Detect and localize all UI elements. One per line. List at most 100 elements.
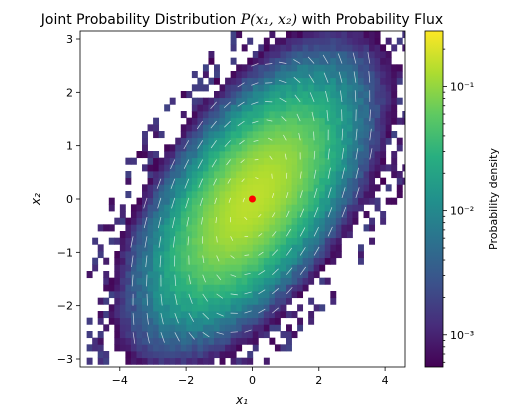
heatmap-cell <box>114 337 121 345</box>
heatmap-cell <box>175 317 182 325</box>
heatmap-cell <box>191 111 198 119</box>
heatmap-cell <box>319 171 326 179</box>
heatmap-cell <box>308 251 315 259</box>
heatmap-cell <box>269 297 276 305</box>
heatmap-cell <box>352 151 359 159</box>
heatmap-cell <box>191 217 198 225</box>
heatmap-cell <box>119 337 126 345</box>
flux-arrow <box>160 332 165 343</box>
heatmap-cell <box>297 84 304 92</box>
heatmap-cell <box>380 124 387 132</box>
flux-arrow <box>313 226 319 237</box>
heatmap-cell <box>147 291 154 299</box>
heatmap-cell <box>313 211 320 219</box>
heatmap-cell <box>202 131 209 139</box>
heatmap-cell <box>286 291 292 299</box>
heatmap-cell <box>358 31 364 39</box>
heatmap-cell <box>175 331 182 339</box>
heatmap-cell <box>142 284 148 292</box>
heatmap-cell <box>241 324 248 332</box>
flux-arrow <box>355 148 359 160</box>
heatmap-cell <box>291 291 298 299</box>
flux-arrow <box>185 197 190 209</box>
heatmap-cell <box>341 71 348 79</box>
heatmap-cell <box>258 144 265 152</box>
heatmap-cell <box>202 64 209 72</box>
heatmap-cell <box>269 44 276 52</box>
heatmap-cell <box>142 197 148 205</box>
flux-arrow <box>307 56 315 64</box>
heatmap-cell <box>297 104 304 112</box>
heatmap-cell <box>324 231 331 239</box>
heatmap-cell <box>247 311 254 319</box>
heatmap-cell <box>108 197 115 205</box>
heatmap-cell <box>180 144 187 152</box>
heatmap-cell <box>175 304 182 312</box>
heatmap-cell <box>142 164 148 172</box>
heatmap-cell <box>119 297 126 305</box>
heatmap-cell <box>263 111 270 119</box>
heatmap-cell <box>247 77 254 85</box>
x-axis-label: x₁ <box>235 393 248 407</box>
heatmap-cell <box>369 84 376 92</box>
heatmap-cell <box>308 164 315 172</box>
heatmap-cell <box>230 77 237 85</box>
heatmap-cell <box>308 177 315 185</box>
flux-arrow <box>174 332 180 342</box>
heatmap-cell <box>197 297 204 305</box>
heatmap-cell <box>341 224 348 232</box>
heatmap-cell <box>291 157 298 165</box>
heatmap-cell <box>258 84 265 92</box>
heatmap-cell <box>258 197 265 205</box>
heatmap-cell <box>180 231 187 239</box>
flux-arrow <box>299 247 306 256</box>
heatmap-cell <box>380 111 387 119</box>
flux-arrow <box>201 217 204 225</box>
flux-arrow <box>244 310 252 314</box>
heatmap-cell <box>241 311 248 319</box>
heatmap-cell <box>202 151 209 159</box>
heatmap-cell <box>158 211 165 219</box>
heatmap-cell <box>180 191 187 199</box>
heatmap-cell <box>202 231 209 239</box>
flux-arrow <box>188 332 195 340</box>
heatmap-cell <box>230 31 237 39</box>
heatmap-cell <box>274 91 281 99</box>
heatmap-cell <box>263 204 270 212</box>
flux-arrow <box>313 246 320 256</box>
heatmap-cell <box>274 204 281 212</box>
heatmap-cell <box>274 244 281 252</box>
heatmap-cell <box>286 57 292 65</box>
heatmap-cell <box>324 277 331 285</box>
heatmap-cell <box>391 44 398 52</box>
heatmap-cell <box>153 197 160 205</box>
heatmap-cell <box>247 284 254 292</box>
heatmap-cell <box>252 97 259 105</box>
heatmap-cell <box>202 344 209 352</box>
heatmap-cell <box>175 157 182 165</box>
heatmap-cell <box>180 111 187 119</box>
heatmap-cell <box>136 291 143 299</box>
flux-arrow <box>213 178 217 186</box>
heatmap-cell <box>274 231 281 239</box>
heatmap-cell <box>269 51 276 59</box>
heatmap-cell <box>391 84 398 92</box>
heatmap-cell <box>380 177 387 185</box>
heatmap-cell <box>114 324 121 332</box>
heatmap-cell <box>274 324 281 332</box>
heatmap-cell <box>263 231 270 239</box>
heatmap-cell <box>330 124 337 132</box>
heatmap-cell <box>302 204 309 212</box>
heatmap-cell <box>225 84 232 92</box>
heatmap-cell <box>230 324 237 332</box>
heatmap-cell <box>186 91 193 99</box>
heatmap-cell <box>324 171 331 179</box>
heatmap-cell <box>164 264 171 272</box>
heatmap-cell <box>297 111 304 119</box>
flux-arrow <box>215 217 217 224</box>
heatmap-cell <box>247 91 254 99</box>
heatmap-cell <box>335 184 342 192</box>
heatmap-cell <box>186 177 193 185</box>
heatmap-cell <box>164 297 171 305</box>
heatmap-cell <box>302 117 309 125</box>
